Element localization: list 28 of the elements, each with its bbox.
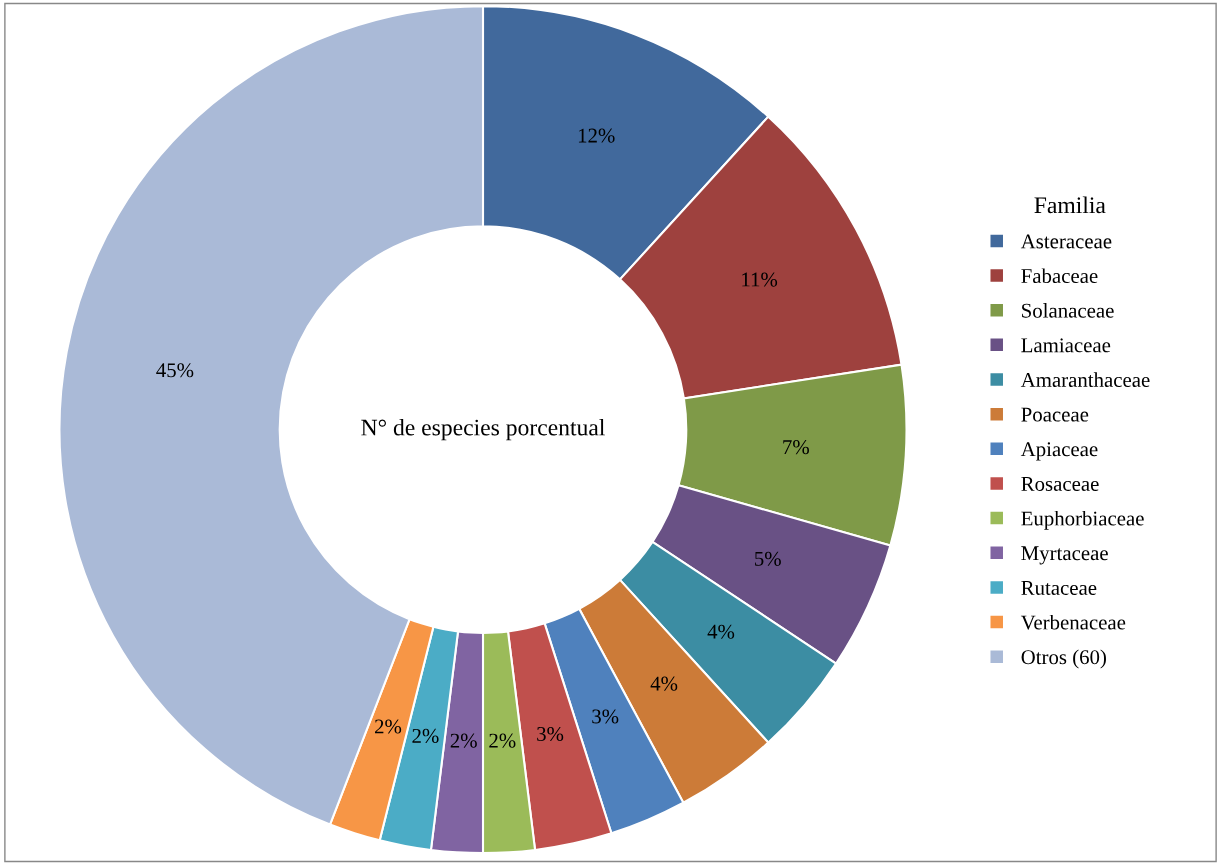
- legend-label: Apiaceae: [1020, 442, 1098, 461]
- data-label: 3%: [592, 709, 619, 724]
- legend-title: Familia: [1034, 196, 1106, 214]
- data-label: 2%: [489, 733, 516, 748]
- data-label: 7%: [783, 440, 809, 455]
- data-label: 12%: [578, 128, 615, 143]
- data-label: 4%: [650, 676, 678, 691]
- data-label: 45%: [156, 363, 194, 378]
- legend-label: Verbenaceae: [1020, 614, 1126, 630]
- legend-label: Lamiaceae: [1021, 338, 1111, 353]
- legend-label: Amaranthaceae: [1020, 372, 1150, 387]
- legend-label: Fabaceae: [1021, 268, 1098, 284]
- legend-label: Asteraceae: [1020, 234, 1112, 249]
- legend-label: Rutaceae: [1021, 581, 1097, 595]
- data-label: 5%: [755, 551, 781, 566]
- data-label: 2%: [450, 733, 477, 748]
- legend-label: Solanaceae: [1022, 303, 1114, 318]
- data-label: 3%: [537, 726, 564, 742]
- data-label: 4%: [707, 624, 735, 639]
- legend-label: Myrtaceae: [1021, 546, 1108, 565]
- legend-label: Euphorbiaceae: [1021, 510, 1144, 530]
- data-label: 2%: [412, 728, 439, 743]
- legend-label: Rosaceae: [1021, 477, 1099, 491]
- data-label: 2%: [375, 719, 402, 734]
- legend-label: Otros (60): [1021, 649, 1106, 669]
- data-label: 11%: [742, 272, 778, 287]
- text: N° de especies porcentual: [361, 418, 605, 441]
- legend-label: Poaceae: [1021, 407, 1089, 422]
